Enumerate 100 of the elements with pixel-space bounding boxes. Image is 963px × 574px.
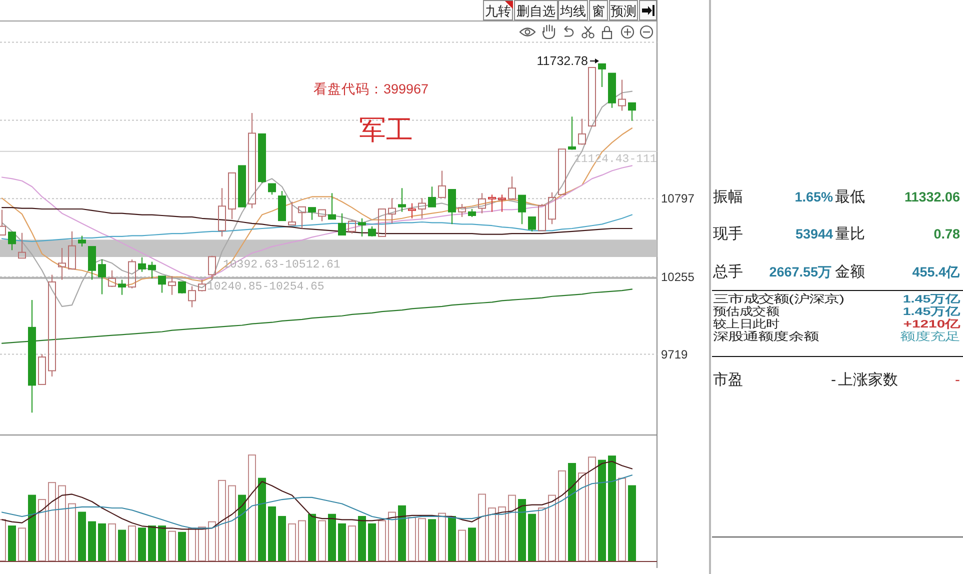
bar bbox=[158, 526, 166, 562]
bar bbox=[338, 523, 346, 562]
bar bbox=[108, 523, 116, 562]
bar bbox=[288, 523, 296, 562]
bar bbox=[148, 526, 156, 562]
bar bbox=[378, 520, 386, 562]
bar bbox=[438, 512, 446, 562]
band-label: 10240.85-10254.65 bbox=[207, 280, 324, 294]
bar bbox=[228, 485, 236, 562]
bar bbox=[578, 472, 586, 562]
text: 0.78 bbox=[934, 226, 960, 242]
bar bbox=[48, 482, 56, 562]
bar bbox=[98, 523, 106, 562]
text: 最低 bbox=[835, 188, 865, 206]
bar bbox=[598, 460, 606, 562]
bar bbox=[218, 480, 226, 562]
text: 金额 bbox=[835, 264, 865, 280]
bar bbox=[78, 512, 86, 562]
bar bbox=[28, 494, 36, 562]
y-tick-label: 9719 bbox=[661, 347, 688, 362]
bar bbox=[478, 494, 486, 562]
bar bbox=[528, 514, 536, 562]
bar bbox=[18, 528, 26, 562]
text: 2667.55万 bbox=[769, 264, 832, 280]
bar bbox=[398, 505, 406, 562]
bar bbox=[268, 506, 276, 562]
bar bbox=[498, 506, 506, 562]
bar bbox=[508, 494, 516, 562]
text: 额度充足 bbox=[900, 330, 960, 343]
bar bbox=[258, 478, 266, 562]
bar bbox=[558, 470, 566, 562]
text: 均线 bbox=[559, 4, 586, 18]
bar bbox=[348, 526, 356, 562]
line-series bbox=[1, 165, 633, 280]
bar bbox=[178, 532, 186, 562]
text: 振幅 bbox=[713, 188, 743, 206]
bar bbox=[588, 456, 596, 562]
bar bbox=[318, 520, 326, 562]
text: 市盈 bbox=[713, 372, 743, 388]
text: 预估成交额 bbox=[713, 305, 779, 318]
text: 1.45万亿 bbox=[902, 306, 962, 318]
text: +1210亿 bbox=[903, 318, 962, 330]
bar bbox=[518, 499, 526, 562]
text: - bbox=[955, 372, 960, 388]
bar bbox=[538, 508, 546, 562]
bar bbox=[358, 516, 366, 562]
text: 量比 bbox=[835, 226, 865, 242]
bar bbox=[58, 485, 66, 562]
bar bbox=[448, 516, 456, 562]
text: 深股通额度余额 bbox=[713, 330, 818, 343]
line-series bbox=[1, 207, 633, 235]
text: 1.65% bbox=[794, 190, 833, 204]
line-series bbox=[1, 288, 633, 344]
text: 预测 bbox=[610, 4, 636, 18]
text: 看盘代码：399967 bbox=[313, 82, 429, 96]
bar bbox=[308, 514, 316, 562]
text: 删自选 bbox=[516, 4, 556, 18]
bar bbox=[488, 508, 496, 562]
bar bbox=[368, 523, 376, 562]
text: 53944 bbox=[795, 226, 834, 242]
annotation: 11732.78 bbox=[536, 54, 588, 68]
bar bbox=[418, 518, 426, 562]
bar bbox=[8, 526, 16, 562]
text: 较上日此时 bbox=[713, 318, 779, 330]
bar bbox=[248, 454, 256, 562]
bar bbox=[38, 499, 46, 562]
bar bbox=[328, 514, 336, 562]
text: 现手 bbox=[713, 226, 743, 242]
text: 九转 bbox=[485, 4, 511, 18]
text: 11332.06 bbox=[904, 190, 960, 204]
bar bbox=[68, 503, 76, 562]
bar bbox=[388, 512, 396, 562]
text: 军工 bbox=[359, 115, 413, 145]
bar bbox=[628, 485, 636, 562]
text: 455.4亿 bbox=[912, 264, 961, 280]
bar bbox=[128, 526, 136, 562]
bar bbox=[568, 462, 576, 562]
y-tick-label: 10255 bbox=[661, 270, 695, 284]
text: 三市成交额(沪深京) bbox=[713, 292, 844, 306]
bar bbox=[238, 494, 246, 562]
bar bbox=[168, 530, 176, 562]
bar bbox=[458, 530, 466, 562]
y-tick-label: 10797 bbox=[661, 192, 695, 206]
bar bbox=[428, 519, 436, 562]
text: 窗 bbox=[592, 4, 605, 18]
text: 1.45万亿 bbox=[902, 293, 962, 305]
bar bbox=[298, 520, 306, 562]
bar bbox=[118, 530, 126, 562]
bar bbox=[198, 526, 206, 562]
bar bbox=[88, 521, 96, 562]
bar bbox=[618, 478, 626, 562]
text: 总手 bbox=[712, 264, 743, 280]
bar bbox=[138, 528, 146, 562]
bar bbox=[188, 528, 196, 562]
bar bbox=[208, 521, 216, 562]
bar bbox=[608, 456, 616, 562]
text: 上涨家数 bbox=[838, 372, 898, 388]
bar bbox=[548, 494, 556, 562]
bar bbox=[468, 528, 476, 562]
bar bbox=[408, 517, 416, 562]
